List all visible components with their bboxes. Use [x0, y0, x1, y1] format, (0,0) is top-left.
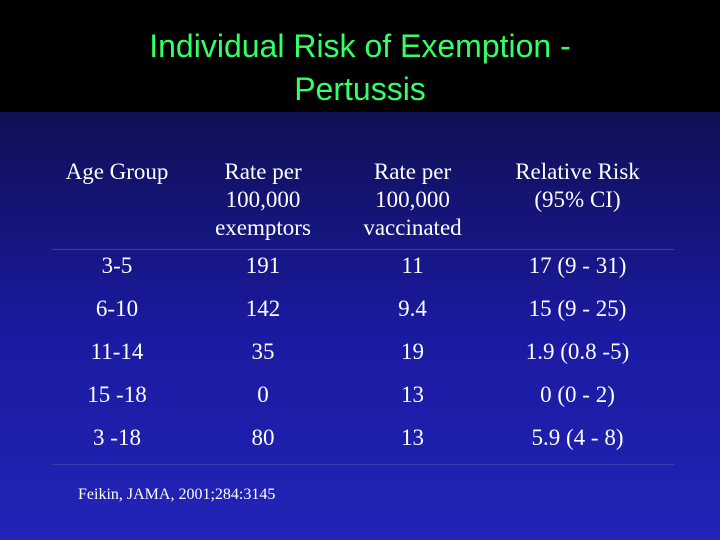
cell-rate-exemptors: 35: [251, 339, 275, 364]
header-rate-exemptors-line-2: 100,000: [225, 187, 301, 212]
risk-table: Age Group Rate per 100,000 exemptors Rat…: [52, 158, 674, 465]
cell-rate-exemptors: 142: [245, 296, 281, 321]
slide-title-line-2: Pertussis: [294, 71, 426, 107]
table-row: 6-10 142 9.4 15 (9 - 25): [52, 293, 674, 336]
cell-rate-exemptors: 0: [257, 382, 269, 407]
cell-rate-vaccinated: 11: [401, 253, 424, 278]
header-relative-risk-line-1: Relative Risk: [515, 159, 640, 184]
cell-relative-risk: 5.9 (4 - 8): [531, 425, 624, 450]
cell-relative-risk: 17 (9 - 31): [528, 253, 627, 278]
cell-relative-risk: 0 (0 - 2): [540, 382, 615, 407]
cell-rate-exemptors: 80: [251, 425, 275, 450]
cell-rate-vaccinated: 19: [401, 339, 424, 364]
cell-relative-risk: 1.9 (0.8 -5): [525, 339, 630, 364]
slide-title-line-1: Individual Risk of Exemption -: [149, 28, 571, 64]
header-rate-exemptors: Rate per 100,000 exemptors: [182, 158, 344, 250]
header-age-group: Age Group: [52, 158, 182, 250]
citation: Feikin, JAMA, 2001;284:3145: [78, 486, 276, 503]
header-relative-risk: Relative Risk (95% CI): [481, 158, 674, 250]
cell-age-group: 6-10: [95, 296, 139, 321]
cell-age-group: 15 -18: [87, 382, 147, 407]
table-header-row: Age Group Rate per 100,000 exemptors Rat…: [52, 158, 674, 250]
table-row: 3-5 191 11 17 (9 - 31): [52, 250, 674, 293]
table-row: 15 -18 0 13 0 (0 - 2): [52, 379, 674, 422]
title-band: Individual Risk of Exemption - Pertussis: [0, 0, 720, 112]
header-rate-vaccinated-line-2: 100,000: [375, 187, 450, 212]
cell-relative-risk: 15 (9 - 25): [528, 296, 627, 321]
cell-age-group: 11-14: [90, 339, 144, 364]
header-rate-vaccinated-line-1: Rate per: [373, 159, 452, 184]
cell-rate-vaccinated: 9.4: [398, 296, 427, 321]
header-age-group-line: Age Group: [65, 159, 169, 184]
cell-rate-exemptors: 191: [245, 253, 281, 278]
table-row: 3 -18 80 13 5.9 (4 - 8): [52, 422, 674, 465]
table-row: 11-14 35 19 1.9 (0.8 -5): [52, 336, 674, 379]
header-rate-vaccinated-line-3: vaccinated: [363, 215, 462, 240]
cell-rate-vaccinated: 13: [401, 382, 424, 407]
header-rate-vaccinated: Rate per 100,000 vaccinated: [344, 158, 481, 250]
header-relative-risk-line-2: (95% CI): [534, 187, 621, 212]
header-rate-exemptors-line-3: exemptors: [215, 215, 311, 240]
cell-age-group: 3 -18: [93, 425, 141, 450]
cell-age-group: 3-5: [101, 253, 133, 278]
header-rate-exemptors-line-1: Rate per: [224, 159, 302, 184]
cell-rate-vaccinated: 13: [401, 425, 424, 450]
